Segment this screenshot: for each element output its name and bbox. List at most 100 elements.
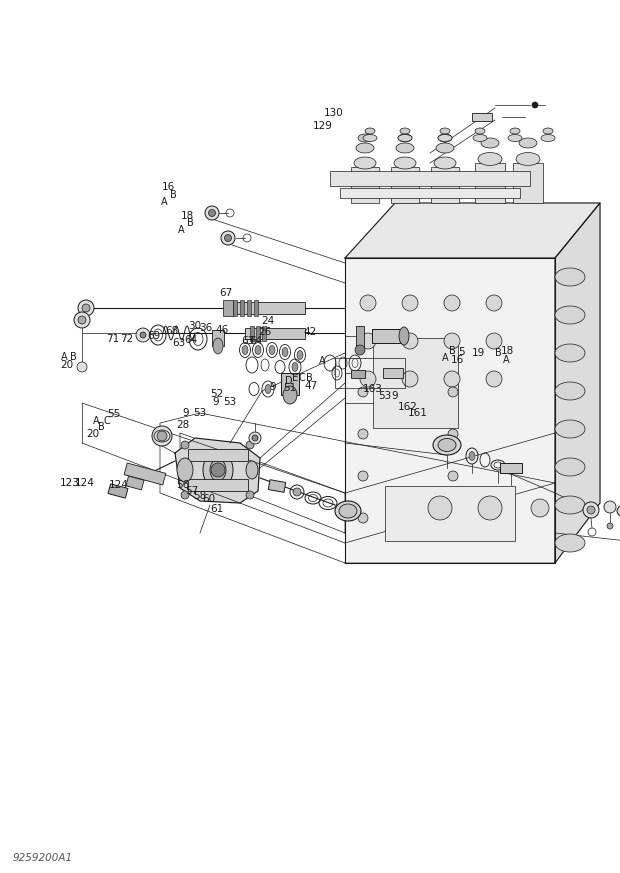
Bar (391, 167, 419, 203)
Circle shape (486, 333, 502, 349)
Ellipse shape (210, 459, 226, 481)
Text: 24: 24 (261, 316, 275, 327)
Circle shape (224, 235, 231, 242)
Polygon shape (345, 258, 555, 563)
Bar (513, 163, 543, 203)
Bar (472, 113, 492, 121)
Bar (254, 300, 258, 316)
Bar (247, 300, 251, 316)
Text: 47: 47 (304, 381, 318, 391)
Text: 63: 63 (241, 336, 255, 347)
Text: 124: 124 (109, 480, 129, 491)
Ellipse shape (555, 420, 585, 438)
Circle shape (181, 441, 189, 449)
Ellipse shape (177, 458, 193, 482)
Ellipse shape (433, 435, 461, 455)
Circle shape (205, 206, 219, 220)
Ellipse shape (283, 386, 297, 404)
Bar (124, 463, 166, 485)
Ellipse shape (354, 157, 376, 169)
Circle shape (448, 513, 458, 523)
Text: 57: 57 (185, 485, 199, 496)
Ellipse shape (508, 134, 522, 141)
Text: C: C (299, 373, 305, 383)
Circle shape (486, 295, 502, 311)
Text: 16: 16 (162, 182, 175, 192)
Circle shape (360, 371, 376, 387)
Ellipse shape (269, 346, 275, 354)
Text: 46: 46 (215, 325, 229, 335)
Ellipse shape (469, 451, 475, 460)
Ellipse shape (363, 134, 377, 141)
Text: 9259200A1: 9259200A1 (12, 853, 73, 863)
Bar (126, 476, 144, 490)
Ellipse shape (356, 143, 374, 153)
Bar (188, 449, 248, 461)
Circle shape (587, 506, 595, 514)
Text: 68: 68 (166, 326, 179, 336)
Bar (233, 300, 237, 316)
Text: 51: 51 (283, 382, 297, 393)
Text: 53: 53 (378, 391, 392, 402)
Text: 55: 55 (107, 409, 121, 419)
Ellipse shape (555, 382, 585, 400)
Bar (108, 484, 128, 498)
Text: 124: 124 (75, 478, 95, 488)
Text: 20: 20 (86, 429, 100, 439)
Bar (383, 368, 403, 378)
Circle shape (448, 429, 458, 439)
Text: B: B (170, 189, 176, 200)
Text: 162: 162 (397, 402, 417, 412)
Ellipse shape (510, 128, 520, 134)
Text: 69: 69 (147, 331, 161, 341)
Circle shape (246, 491, 254, 499)
Polygon shape (345, 203, 600, 258)
Bar (212, 330, 224, 346)
Bar (385, 485, 515, 540)
Ellipse shape (358, 134, 372, 142)
Text: B: B (495, 347, 502, 358)
Text: 161: 161 (407, 408, 427, 418)
Ellipse shape (434, 157, 456, 169)
Text: A: A (179, 225, 185, 236)
Text: C: C (104, 416, 110, 426)
Bar (281, 373, 299, 395)
Text: A: A (319, 356, 326, 367)
Bar (372, 329, 404, 343)
Circle shape (77, 362, 87, 372)
Text: B: B (450, 346, 456, 356)
Text: 60: 60 (202, 494, 216, 505)
Circle shape (78, 300, 94, 316)
Text: 42: 42 (303, 327, 317, 337)
Text: 19: 19 (472, 347, 485, 358)
Ellipse shape (396, 143, 414, 153)
Bar (256, 326, 260, 340)
Text: 28: 28 (176, 420, 190, 430)
Text: A: A (161, 196, 167, 207)
Text: 30: 30 (188, 320, 202, 331)
Ellipse shape (399, 327, 409, 345)
Bar (340, 188, 520, 198)
Bar (225, 302, 305, 314)
Text: 72: 72 (120, 333, 133, 344)
Ellipse shape (555, 458, 585, 476)
Circle shape (478, 496, 502, 520)
Ellipse shape (335, 501, 361, 521)
Ellipse shape (617, 504, 620, 518)
Text: 16: 16 (450, 354, 464, 365)
Circle shape (402, 333, 418, 349)
Circle shape (152, 426, 172, 446)
Ellipse shape (555, 344, 585, 362)
Text: 123: 123 (60, 478, 80, 488)
Bar (335, 358, 405, 388)
Circle shape (78, 316, 86, 324)
Text: 20: 20 (60, 360, 74, 370)
Circle shape (355, 345, 365, 355)
Ellipse shape (365, 128, 375, 134)
Ellipse shape (541, 134, 555, 141)
Circle shape (82, 304, 90, 312)
Bar (223, 300, 233, 316)
Circle shape (157, 431, 167, 441)
Text: 5: 5 (459, 347, 465, 357)
Ellipse shape (438, 438, 456, 451)
